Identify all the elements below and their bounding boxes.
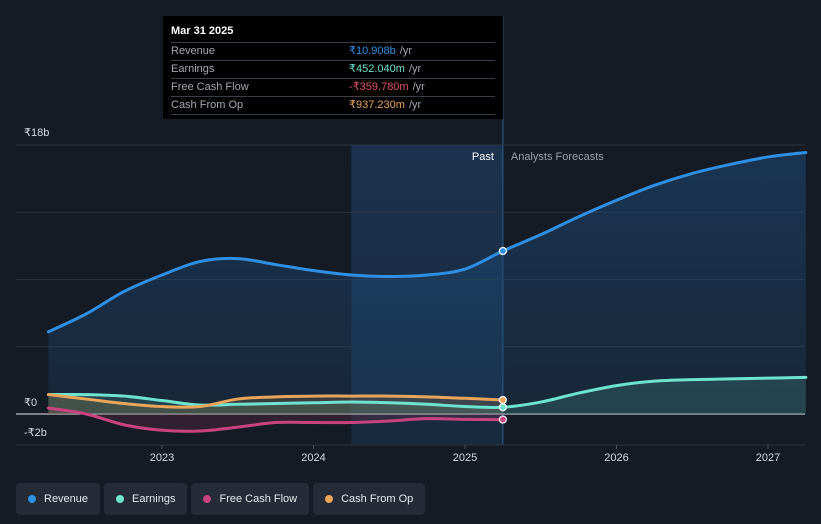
revenue-marker [498,246,507,256]
tooltip-value: ₹452.040m [349,63,405,75]
tooltip-label: Revenue [171,45,216,57]
tooltip-unit: /yr [408,63,422,75]
earnings-marker [498,403,507,412]
revenue-area [48,152,806,414]
cash-from-op-marker [498,395,507,405]
tooltip-label: Cash From Op [171,99,244,111]
cash-from-op-dot-icon [325,495,334,503]
tooltip-unit: /yr [412,81,425,93]
free-cash-flow-line [46,406,505,433]
tooltip: Mar 31 2025 Revenue ₹10.908b/yr Earnings… [163,16,503,119]
tooltip-unit: /yr [408,99,422,111]
legend-label: Free Cash Flow [219,493,298,505]
earnings-line [46,375,808,410]
tooltip-row-revenue: Revenue ₹10.908b/yr [171,43,495,61]
tooltip-value: -₹359.780m [349,81,409,93]
tooltip-row-free-cash-flow: Free Cash Flow -₹359.780m/yr [171,79,495,97]
forecast-label: Analysts Forecasts [511,151,604,163]
legend-item-earnings[interactable]: Earnings [104,483,188,515]
tooltip-value: ₹937.230m [349,99,405,111]
cash-from-op-line [46,393,505,409]
tooltip-value: ₹10.908b [349,45,396,57]
y-tick-label: -₹2b [24,427,47,439]
x-tick-label: 2026 [604,452,628,464]
x-tick-label: 2023 [150,452,174,464]
y-tick-label: ₹18b [24,127,49,139]
legend: Revenue Earnings Free Cash Flow Cash Fro… [16,483,429,515]
x-tick-label: 2025 [453,452,477,464]
x-tick-label: 2024 [301,452,325,464]
legend-label: Earnings [132,493,176,505]
legend-item-revenue[interactable]: Revenue [16,483,101,515]
past-label: Past [472,151,494,163]
earnings-dot-icon [116,495,125,503]
revenue-dot-icon [28,495,36,503]
y-tick-label: ₹0 [24,397,37,409]
free-cash-flow-dot-icon [203,495,212,503]
tooltip-row-earnings: Earnings ₹452.040m/yr [171,61,495,79]
x-tick-label: 2027 [756,452,780,464]
tooltip-label: Free Cash Flow [171,81,249,93]
tooltip-label: Earnings [171,63,215,75]
legend-item-free-cash-flow[interactable]: Free Cash Flow [191,483,310,515]
free-cash-flow-marker [498,415,507,424]
revenue-line [46,150,808,334]
tooltip-unit: /yr [399,45,412,57]
legend-item-cash-from-op[interactable]: Cash From Op [313,483,426,515]
legend-label: Cash From Op [341,493,414,505]
free-cash-flow-area [48,408,503,432]
legend-label: Revenue [44,493,89,505]
tooltip-date: Mar 31 2025 [171,24,495,43]
tooltip-row-cash-from-op: Cash From Op ₹937.230m/yr [171,97,495,115]
